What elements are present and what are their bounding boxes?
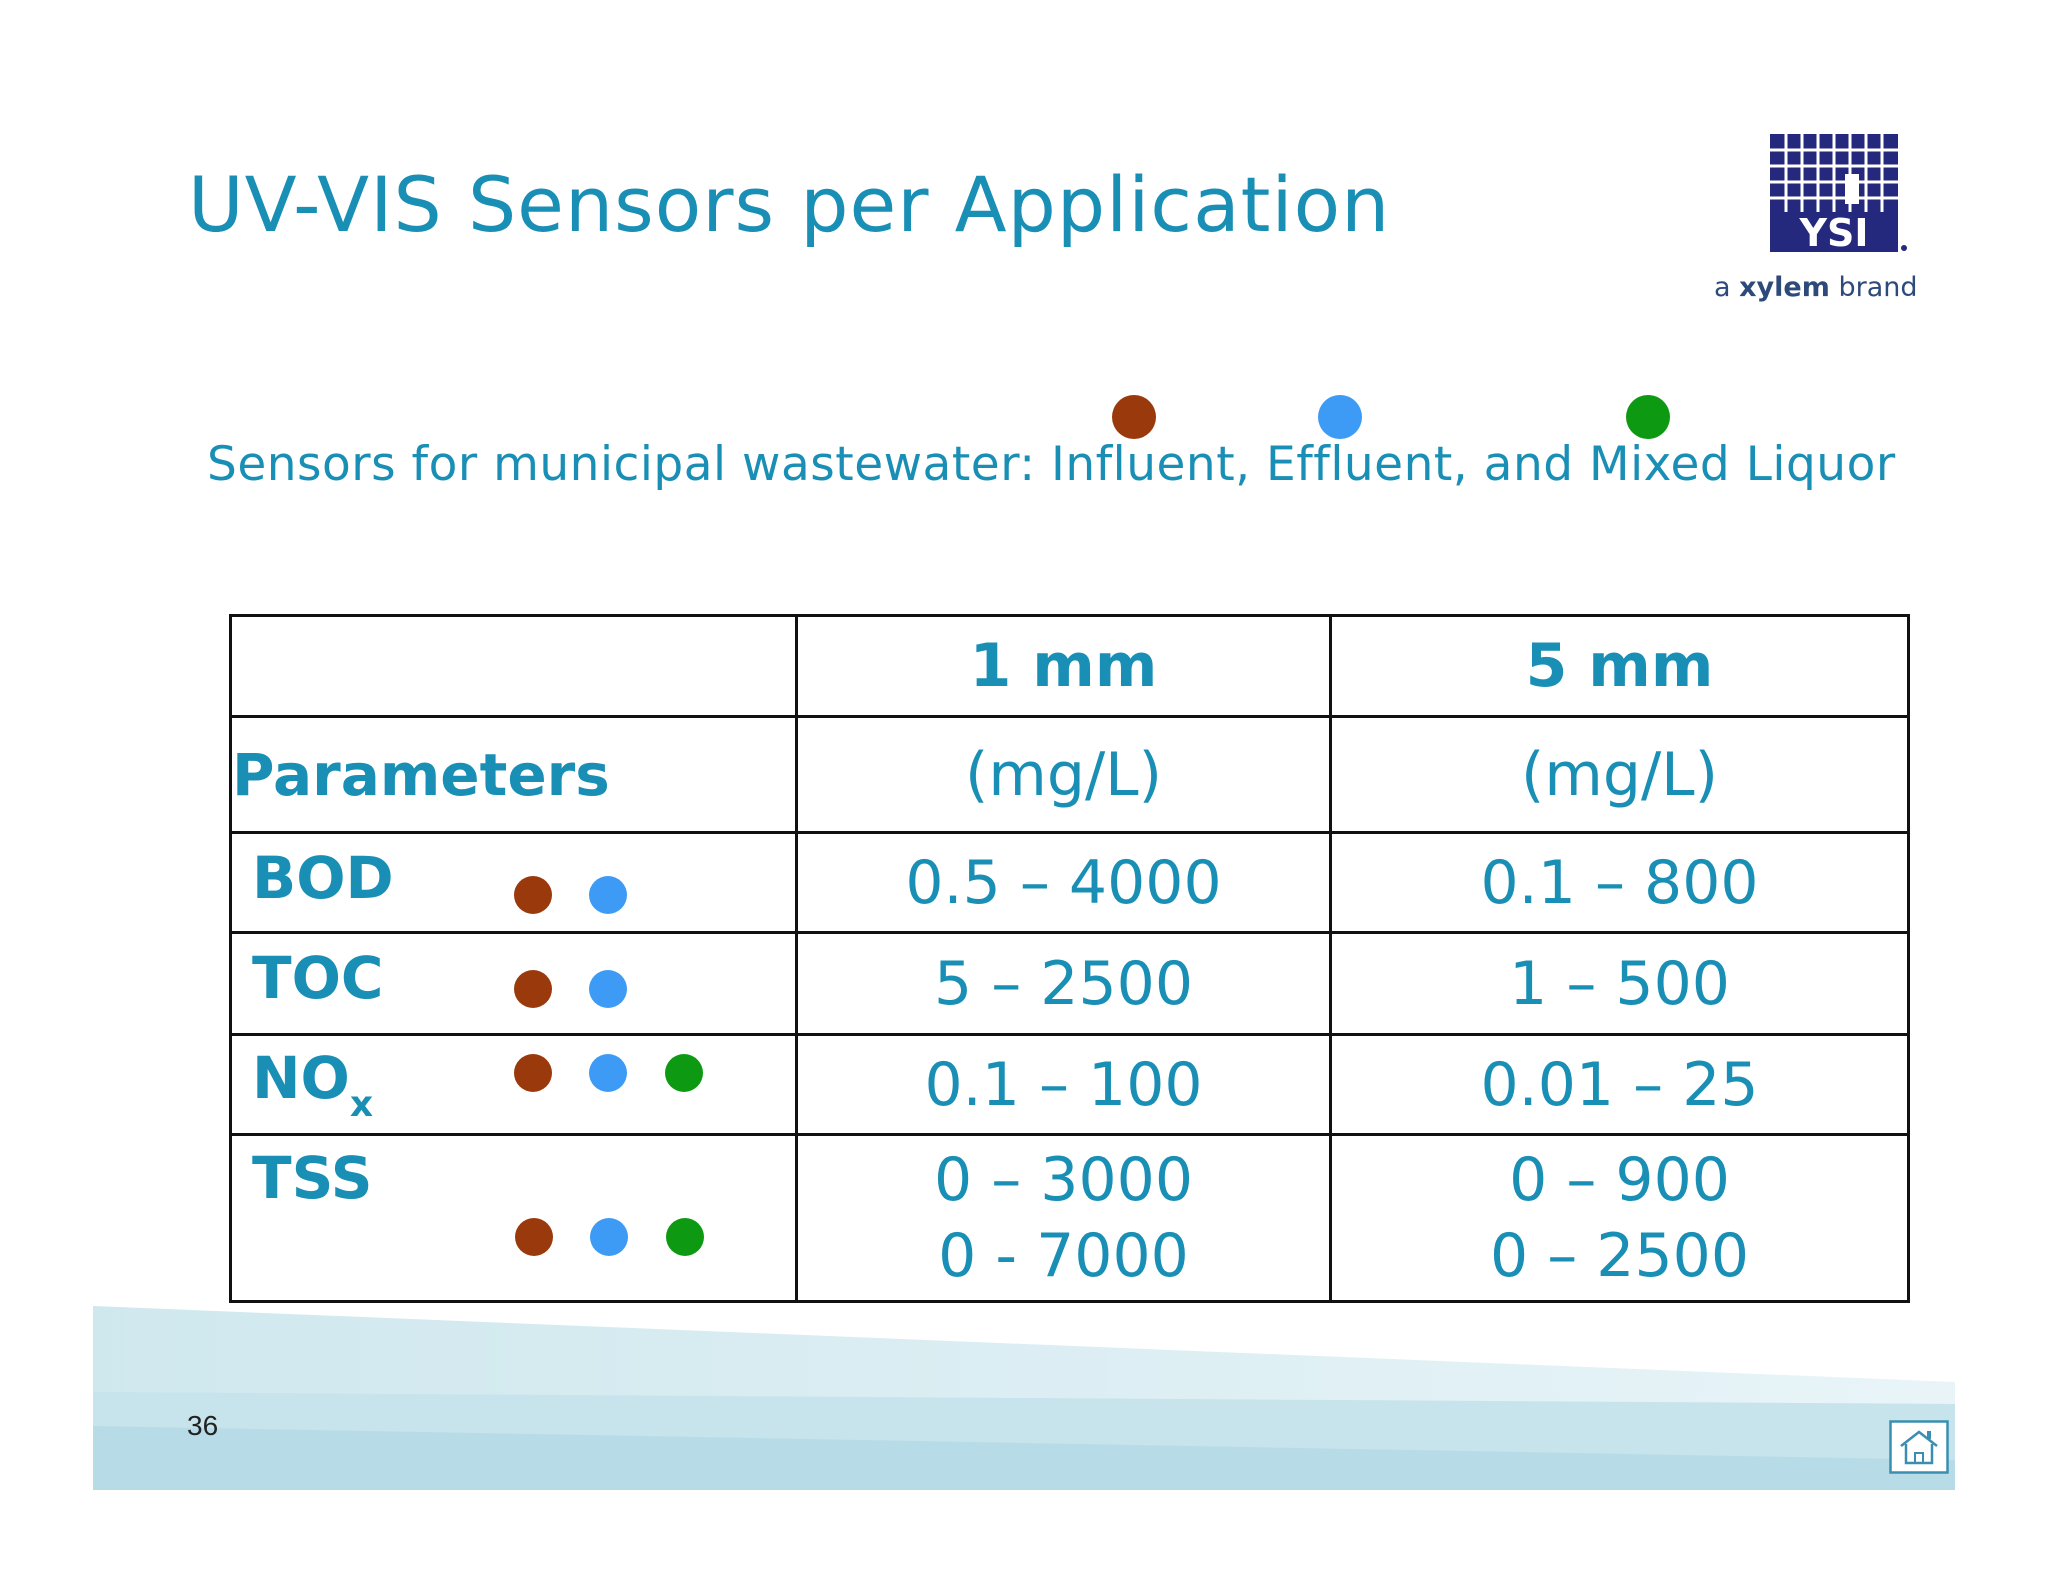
table-row: NOx 0.1 – 100 0.01 – 25 [229, 1033, 1910, 1136]
ysi-logo-icon: YSI a xylem brand [1714, 130, 1918, 310]
toc-5mm-range: 1 – 500 [1329, 931, 1910, 1036]
table-row: TOC 5 – 2500 1 – 500 [229, 931, 1910, 1036]
param-name: BOD [252, 844, 394, 912]
parameters-label: Parameters [229, 715, 798, 834]
slide-title: UV-VIS Sensors per Application [188, 160, 1391, 249]
tss-5mm-range: 0 – 900 0 – 2500 [1329, 1133, 1910, 1303]
table-units-row: Parameters (mg/L) (mg/L) [229, 715, 1910, 834]
row-dot-effluent [589, 876, 627, 914]
tss-1mm-range: 0 – 3000 0 - 7000 [795, 1133, 1332, 1303]
param-name: NOx [252, 1044, 374, 1125]
param-name: TSS [252, 1144, 373, 1212]
table-row: TSS 0 – 3000 0 - 7000 0 – 900 0 – 2500 [229, 1133, 1910, 1303]
row-dot-influent [514, 1054, 552, 1092]
tss-5mm-range-line1: 0 – 900 [1509, 1145, 1730, 1215]
home-icon[interactable] [1889, 1420, 1949, 1474]
units-1mm: (mg/L) [795, 715, 1332, 834]
toc-1mm-range: 5 – 2500 [795, 931, 1332, 1036]
param-tss: TSS [229, 1133, 798, 1303]
row-dot-influent [514, 970, 552, 1008]
tss-1mm-range-line1: 0 – 3000 [933, 1145, 1193, 1215]
legend-dot-influent [1112, 395, 1156, 439]
param-toc: TOC [229, 931, 798, 1036]
row-dot-influent [514, 876, 552, 914]
page-number: 36 [187, 1410, 219, 1441]
nox-5mm-range: 0.01 – 25 [1329, 1033, 1910, 1136]
nox-1mm-range: 0.1 – 100 [795, 1033, 1332, 1136]
ysi-logo-mark: YSI [1770, 134, 1907, 255]
legend-dot-mixed-liquor [1626, 395, 1670, 439]
param-bod: BOD [229, 831, 798, 934]
legend-dot-effluent [1318, 395, 1362, 439]
row-dot-effluent [590, 1218, 628, 1256]
table-corner-cell [229, 614, 798, 718]
header-1mm: 1 mm [795, 614, 1332, 718]
param-name: TOC [252, 944, 384, 1012]
svg-text:YSI: YSI [1798, 211, 1868, 255]
bod-1mm-range: 0.5 – 4000 [795, 831, 1332, 934]
tss-5mm-range-line2: 0 – 2500 [1489, 1221, 1749, 1291]
table-row: BOD 0.5 – 4000 0.1 – 800 [229, 831, 1910, 934]
footer-wave-band [93, 1306, 1955, 1490]
bod-5mm-range: 0.1 – 800 [1329, 831, 1910, 934]
row-dot-mixed-liquor [666, 1218, 704, 1256]
row-dot-effluent [589, 970, 627, 1008]
table-header-row: 1 mm 5 mm [229, 614, 1910, 718]
tss-1mm-range-line2: 0 - 7000 [938, 1221, 1189, 1291]
sensor-ranges-table: 1 mm 5 mm Parameters (mg/L) (mg/L) BOD 0… [229, 614, 1910, 1303]
param-nox: NOx [229, 1033, 798, 1136]
units-5mm: (mg/L) [1329, 715, 1910, 834]
header-5mm: 5 mm [1329, 614, 1910, 718]
row-dot-influent [515, 1218, 553, 1256]
logo-tagline: a xylem brand [1714, 272, 1918, 303]
row-dot-mixed-liquor [665, 1054, 703, 1092]
subtitle: Sensors for municipal wastewater: Influe… [207, 437, 1896, 492]
row-dot-effluent [589, 1054, 627, 1092]
